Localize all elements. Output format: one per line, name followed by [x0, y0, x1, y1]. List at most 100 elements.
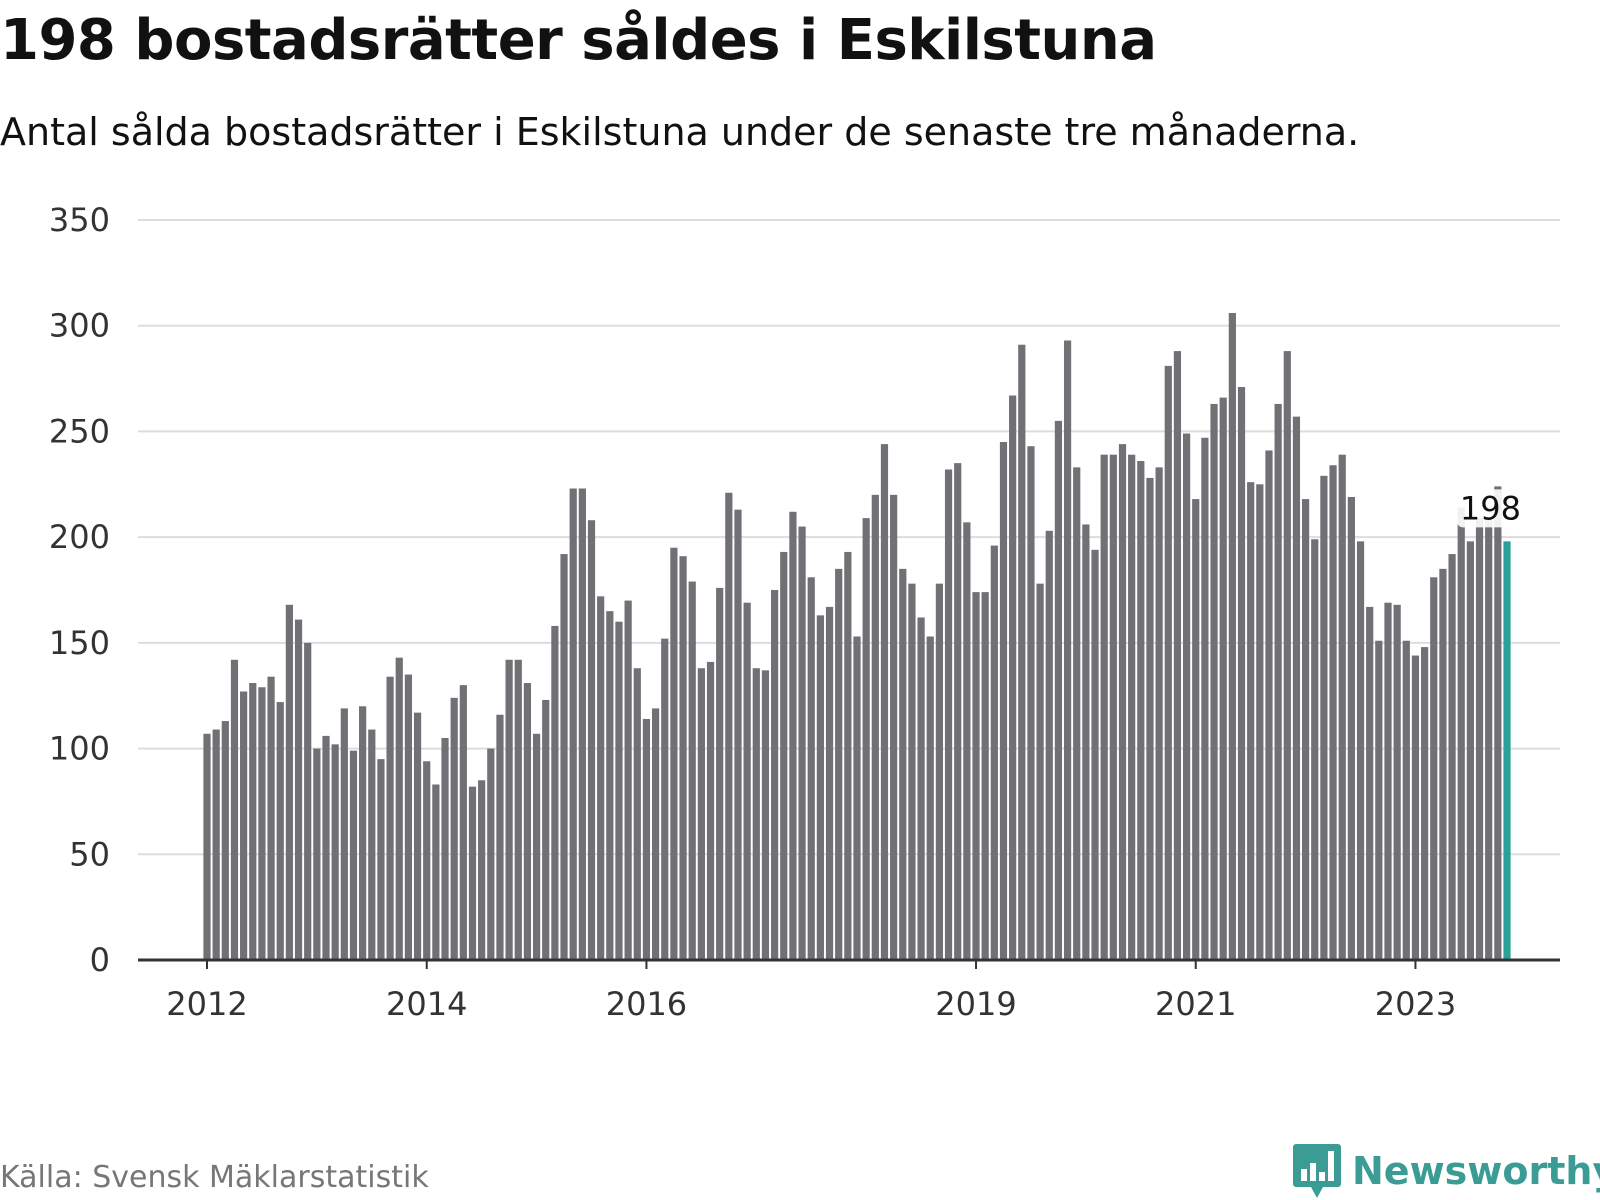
bar [1265, 450, 1273, 960]
bar [1448, 554, 1456, 960]
bar [1155, 467, 1163, 960]
bar [578, 488, 586, 960]
bar [331, 744, 339, 960]
bar [725, 492, 733, 960]
bar [954, 463, 962, 960]
bar [944, 469, 953, 960]
bar [1054, 420, 1063, 960]
bar [1237, 387, 1246, 960]
bar [569, 488, 577, 960]
bar [340, 708, 348, 960]
bar [587, 520, 596, 960]
bar [1247, 482, 1255, 960]
bar [1375, 640, 1383, 960]
bar [899, 568, 907, 960]
bar [514, 659, 522, 960]
bar [853, 636, 861, 960]
bar [963, 522, 971, 960]
bar [1118, 444, 1127, 960]
bar [908, 583, 916, 960]
bar [1292, 416, 1301, 960]
bar [615, 621, 623, 960]
bar [688, 581, 696, 960]
bar [1457, 507, 1465, 960]
bar [871, 494, 879, 960]
bar [1009, 395, 1017, 960]
bar [999, 442, 1008, 960]
value-label-background [1457, 489, 1518, 528]
bar [1256, 484, 1264, 960]
bar [752, 668, 760, 960]
bar [1219, 397, 1227, 961]
bar [523, 683, 532, 960]
bar [1393, 604, 1401, 960]
bar [1045, 530, 1053, 960]
x-tick-label: 2012 [166, 985, 247, 1023]
bar-chart-speech-bubble-icon [1293, 1144, 1341, 1198]
brand: Newsworthy [1292, 1142, 1600, 1200]
bar [807, 577, 815, 960]
bar [1192, 499, 1200, 960]
bar [294, 619, 303, 960]
bar [542, 699, 550, 960]
bar [1466, 541, 1474, 960]
bar [789, 511, 797, 960]
bar [1494, 486, 1502, 960]
x-tick-label: 2019 [935, 985, 1016, 1023]
bar [487, 748, 495, 960]
bar [1036, 583, 1044, 960]
y-tick-label: 200 [49, 518, 110, 556]
bar [1402, 640, 1410, 960]
bar [1320, 475, 1328, 960]
bar [697, 668, 705, 960]
bar [835, 568, 843, 960]
last-value-label: 198 [1460, 489, 1521, 527]
bar [551, 625, 559, 960]
annotations: 198 [1457, 489, 1521, 528]
bar [1485, 520, 1493, 960]
y-tick-label: 150 [49, 624, 110, 662]
bar [743, 602, 751, 960]
x-tick-label: 2021 [1155, 985, 1236, 1023]
chart-subtitle: Antal sålda bostadsrätter i Eskilstuna u… [0, 110, 1360, 154]
bar [1430, 577, 1438, 960]
bar [606, 611, 614, 960]
bar [249, 683, 257, 960]
y-tick-label: 300 [49, 307, 110, 345]
bar [780, 551, 788, 960]
bar [349, 750, 358, 960]
bar [322, 735, 330, 960]
bar [1164, 365, 1172, 960]
bar [990, 545, 998, 960]
bar [661, 638, 669, 960]
bar [1366, 606, 1374, 960]
bar [468, 786, 477, 960]
bar [267, 676, 275, 960]
bar [532, 733, 541, 960]
bar [816, 615, 824, 960]
bar [880, 444, 889, 960]
bar [1109, 454, 1117, 960]
bar [1347, 496, 1355, 960]
x-axis-ticks: 2012 2014 2016 2019 2021 2023 [166, 960, 1456, 1023]
bar [313, 748, 321, 960]
y-tick-label: 100 [49, 730, 110, 768]
bar [926, 636, 934, 960]
bar [1329, 465, 1337, 960]
bar [304, 642, 312, 960]
bar [972, 592, 980, 960]
y-tick-label: 350 [49, 201, 110, 239]
bar [1073, 467, 1081, 960]
bar [1146, 477, 1154, 960]
bar [1082, 524, 1090, 960]
bar [1384, 602, 1392, 960]
bar [1411, 655, 1420, 960]
bar [1356, 541, 1365, 960]
bar [844, 551, 852, 960]
bar [1201, 437, 1209, 960]
bar [1274, 403, 1282, 960]
bar [368, 729, 376, 960]
bar [1475, 518, 1484, 960]
bar [276, 702, 284, 960]
bar [679, 556, 687, 960]
